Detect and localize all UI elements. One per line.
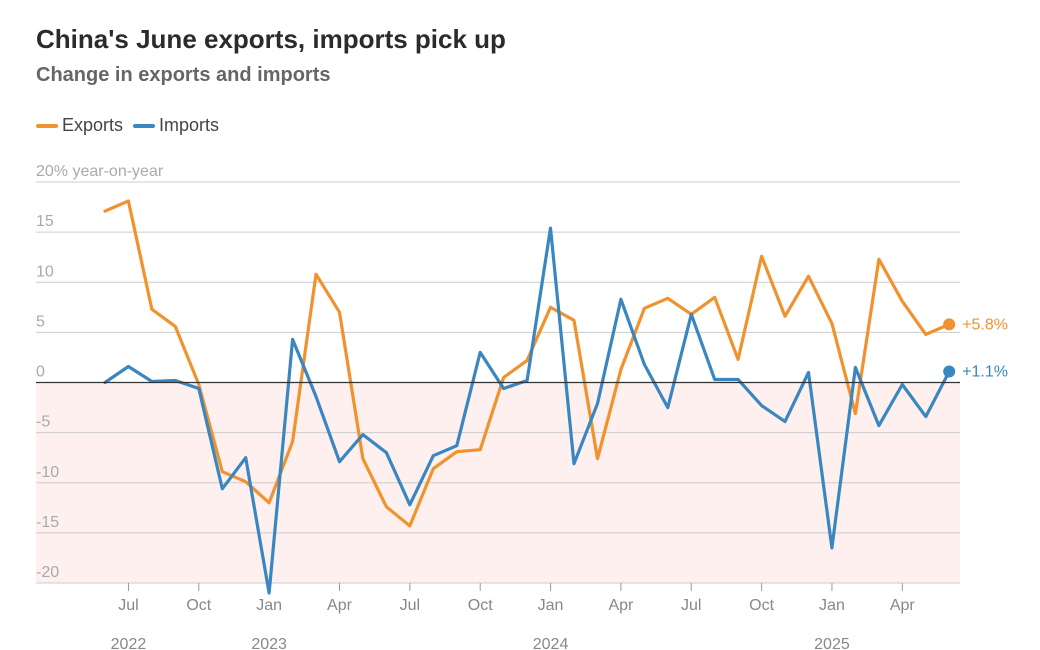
y-tick-label: 20% year-on-year [36,163,164,180]
series-line-imports [103,226,951,595]
legend-item-imports: Imports [133,115,219,136]
y-tick-label: 5 [36,313,45,330]
x-tick-year-label: 2024 [533,636,569,650]
series-line-exports [103,199,951,528]
x-tick-label: Oct [186,597,211,614]
legend-swatch-imports [133,123,156,128]
x-tick-label: Oct [749,597,774,614]
chart-title: China's June exports, imports pick up [36,24,506,54]
x-tick-label: Jul [681,597,701,614]
x-tick-year-label: 2022 [111,636,147,650]
y-tick-label: -15 [36,514,59,531]
chart-legend: Exports Imports [36,115,229,136]
legend-item-exports: Exports [36,115,123,136]
x-tick-label: Apr [608,597,634,614]
x-tick-label: Apr [890,597,916,614]
y-tick-label: -10 [36,464,59,481]
end-point-imports [943,365,956,378]
x-tick-label: Oct [468,597,493,614]
legend-swatch-exports [36,123,58,128]
y-tick-label: -20 [36,564,59,581]
y-tick-label: 10 [36,263,54,280]
x-tick-label: Jan [819,597,845,614]
x-tick-label: Apr [327,597,353,614]
end-point-exports [943,318,956,331]
legend-label-exports: Exports [62,115,124,135]
y-tick-label: -5 [36,414,50,431]
end-label-imports: +1.1% [962,363,1008,380]
end-label-exports: +5.8% [962,316,1008,333]
chart-subtitle: Change in exports and imports [36,64,331,86]
x-tick-label: Jul [400,597,420,614]
x-tick-label: Jan [256,597,282,614]
x-tick-label: Jul [118,597,138,614]
y-tick-label: 15 [36,213,54,230]
legend-label-imports: Imports [159,115,220,135]
x-tick-year-label: 2025 [814,636,850,650]
x-tick-year-label: 2023 [251,636,287,650]
y-tick-label: 0 [36,364,45,381]
x-tick-label: Jan [538,597,564,614]
